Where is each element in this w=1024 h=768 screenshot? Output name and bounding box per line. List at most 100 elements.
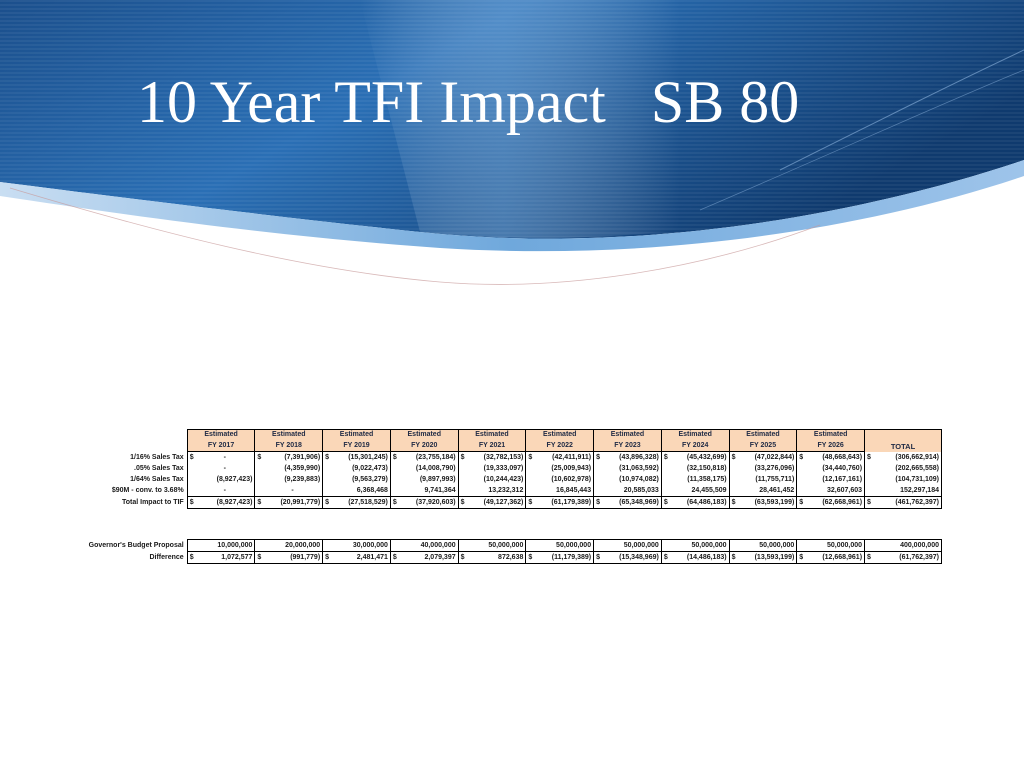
header-blank <box>78 430 187 441</box>
value-cell: (64,486,183) <box>669 496 730 509</box>
dollar-sign <box>186 485 196 497</box>
dollar-sign: $ <box>389 496 399 509</box>
dollar-sign <box>525 463 534 474</box>
row-label: Governor's Budget Proposal <box>88 542 184 549</box>
value-cell: (20,991,779) <box>263 496 323 509</box>
value-cell: (13,593,199) <box>737 551 797 564</box>
value-cell: 32,607,603 <box>826 487 863 494</box>
dollar-sign <box>254 474 263 485</box>
header-estimated-cell: Estimated <box>728 429 797 441</box>
dollar-sign: $ <box>525 551 534 564</box>
dollar-sign <box>593 463 602 474</box>
value-cell: (23,755,184) <box>415 454 456 461</box>
dollar-sign: $ <box>322 551 331 564</box>
value-cell: (61,179,389) <box>533 496 594 509</box>
value-cell: (11,755,711) <box>755 476 795 483</box>
dollar-sign: $ <box>796 551 805 564</box>
value-cell: (31,063,592) <box>619 465 659 472</box>
value-cell: 2,481,471 <box>330 551 391 564</box>
dollar-sign <box>525 485 534 497</box>
dollar-sign: $ <box>525 451 534 463</box>
dollar-sign <box>389 485 399 497</box>
dollar-sign <box>457 474 467 485</box>
value-cell: (8,927,423) <box>216 476 253 483</box>
dollar-sign: $ <box>864 496 873 509</box>
total-cell: (461,762,397) <box>872 496 942 509</box>
spacer-row <box>78 524 942 540</box>
table-row: Difference $1,072,577 $ (991,779) $2,481,471… <box>78 551 942 564</box>
value-cell: - <box>223 465 227 472</box>
dollar-sign: $ <box>593 551 602 564</box>
value-cell: (9,022,473) <box>352 465 388 472</box>
dollar-sign <box>457 463 467 474</box>
value-cell: (43,896,328) <box>619 454 659 461</box>
dollar-sign <box>322 539 331 552</box>
dollar-sign: $ <box>322 451 331 463</box>
value-cell: 50,000,000 <box>601 539 662 552</box>
header-year-cell: FY 2022 <box>525 440 594 452</box>
value-cell: (63,593,199) <box>737 496 797 509</box>
value-cell: (42,411,911) <box>552 454 592 461</box>
dollar-sign <box>660 474 670 485</box>
dollar-sign <box>525 539 534 552</box>
row-label: Difference <box>149 554 184 561</box>
value-cell: (32,150,818) <box>686 465 727 472</box>
spacer-row <box>78 509 942 525</box>
header-estimated-cell: Estimated <box>322 429 391 441</box>
dollar-sign: $ <box>660 496 670 509</box>
value-cell: (33,276,096) <box>754 465 795 472</box>
header-year-cell: FY 2017 <box>186 440 255 452</box>
dollar-sign <box>864 463 873 474</box>
table-body: Estimated Estimated Estimated Estimated Esti… <box>78 429 942 564</box>
table-row: 1/16% Sales Tax $ - $ (7,391,906) $ (15,301,24… <box>78 451 942 463</box>
dollar-sign <box>593 539 602 552</box>
dollar-sign <box>389 463 399 474</box>
dollar-sign: $ <box>593 451 602 463</box>
value-cell: (14,008,790) <box>415 465 456 472</box>
header-estimated-cell: Estimated <box>389 429 459 441</box>
value-cell: (19,333,097) <box>483 465 524 472</box>
header-total-cell: TOTAL <box>864 429 942 452</box>
dollar-sign: $ <box>389 551 399 564</box>
value-cell: (49,127,362) <box>466 496 526 509</box>
value-cell: (8,927,423) <box>195 496 255 509</box>
table-row: $90M - conv. to 3.68% - - 6,368,468 9,741,36… <box>78 485 942 497</box>
dollar-sign: $ <box>796 451 805 463</box>
dollar-sign: $ <box>254 496 263 509</box>
dollar-sign <box>389 474 399 485</box>
value-cell: (14,486,183) <box>669 551 730 564</box>
value-cell: 6,368,468 <box>356 487 388 494</box>
value-cell: 50,000,000 <box>737 539 797 552</box>
value-cell: 50,000,000 <box>533 539 594 552</box>
value-cell: (4,359,990) <box>284 465 321 472</box>
value-cell: (10,974,082) <box>619 476 659 483</box>
value-cell: (15,301,245) <box>348 454 388 461</box>
slide-header-banner <box>0 0 1024 285</box>
dollar-sign <box>254 463 263 474</box>
header-row-years: FY 2017 FY 2018 FY 2019 FY 2020 FY 2021 FY 20… <box>78 440 942 452</box>
value-cell: 2,079,397 <box>398 551 459 564</box>
header-year-cell: FY 2025 <box>728 440 797 452</box>
dollar-sign: $ <box>186 496 196 509</box>
header-year-cell: FY 2021 <box>457 440 526 452</box>
header-estimated-cell: Estimated <box>186 429 255 441</box>
dollar-sign <box>796 474 805 485</box>
value-cell: (48,668,643) <box>822 454 863 461</box>
dollar-sign: $ <box>186 551 196 564</box>
total-cell: 152,297,184 <box>872 485 942 497</box>
dollar-sign <box>186 463 196 474</box>
header-estimated-cell: Estimated <box>525 429 594 441</box>
table-row: .05% Sales Tax - (4,359,990) (9,022,473) (14… <box>78 463 942 474</box>
value-cell: (7,391,906) <box>284 454 321 461</box>
dollar-sign: $ <box>457 551 467 564</box>
dollar-sign <box>728 539 738 552</box>
dollar-sign: $ <box>525 496 534 509</box>
dollar-sign <box>254 485 263 497</box>
dollar-sign <box>796 485 805 497</box>
value-cell: - <box>223 487 227 494</box>
row-label: 1/16% Sales Tax <box>130 453 184 461</box>
spacer-cell <box>78 509 942 525</box>
total-cell: 400,000,000 <box>872 539 942 552</box>
value-cell: (15,348,969) <box>601 551 662 564</box>
value-cell: 10,000,000 <box>195 539 255 552</box>
